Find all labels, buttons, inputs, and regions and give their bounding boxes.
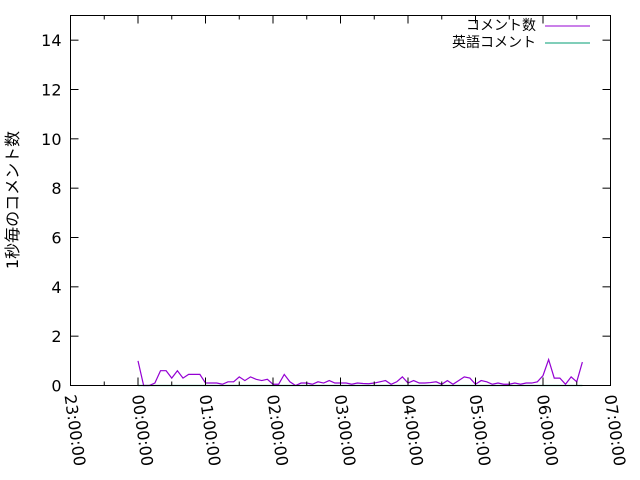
y-tick-label: 4 bbox=[51, 278, 61, 297]
y-tick-label: 12 bbox=[41, 81, 61, 100]
y-axis-label: 1秒毎のコメント数 bbox=[3, 131, 22, 269]
axis-ticks: 0 2 4 6 8 10 12 14 23:00:00 00:00:00 01:00:00 02:00… bbox=[41, 15, 630, 467]
y-tick-label: 2 bbox=[51, 327, 61, 346]
x-tick-label: 23:00:00 bbox=[61, 393, 90, 467]
series-layer bbox=[137, 357, 583, 387]
x-tick-label: 00:00:00 bbox=[128, 393, 157, 467]
x-tick-label: 06:00:00 bbox=[533, 393, 562, 467]
x-tick-label: 04:00:00 bbox=[398, 393, 427, 467]
y-tick-label: 10 bbox=[41, 130, 61, 149]
plot-frame bbox=[70, 15, 611, 386]
x-tick-label: 05:00:00 bbox=[466, 393, 495, 467]
legend-label-0: コメント数 bbox=[466, 18, 536, 34]
y-tick-label: 8 bbox=[51, 179, 61, 198]
y-tick-label: 6 bbox=[51, 229, 61, 248]
y-tick-label: 0 bbox=[51, 377, 61, 396]
x-tick-label: 03:00:00 bbox=[331, 393, 360, 467]
series-line-0 bbox=[137, 357, 583, 387]
x-tick-label: 01:00:00 bbox=[196, 393, 225, 467]
x-tick-label: 07:00:00 bbox=[601, 393, 630, 467]
legend: コメント数 英語コメント bbox=[452, 18, 590, 51]
y-tick-label: 14 bbox=[41, 31, 61, 50]
legend-label-1: 英語コメント bbox=[452, 34, 536, 51]
x-tick-label: 02:00:00 bbox=[263, 393, 292, 467]
